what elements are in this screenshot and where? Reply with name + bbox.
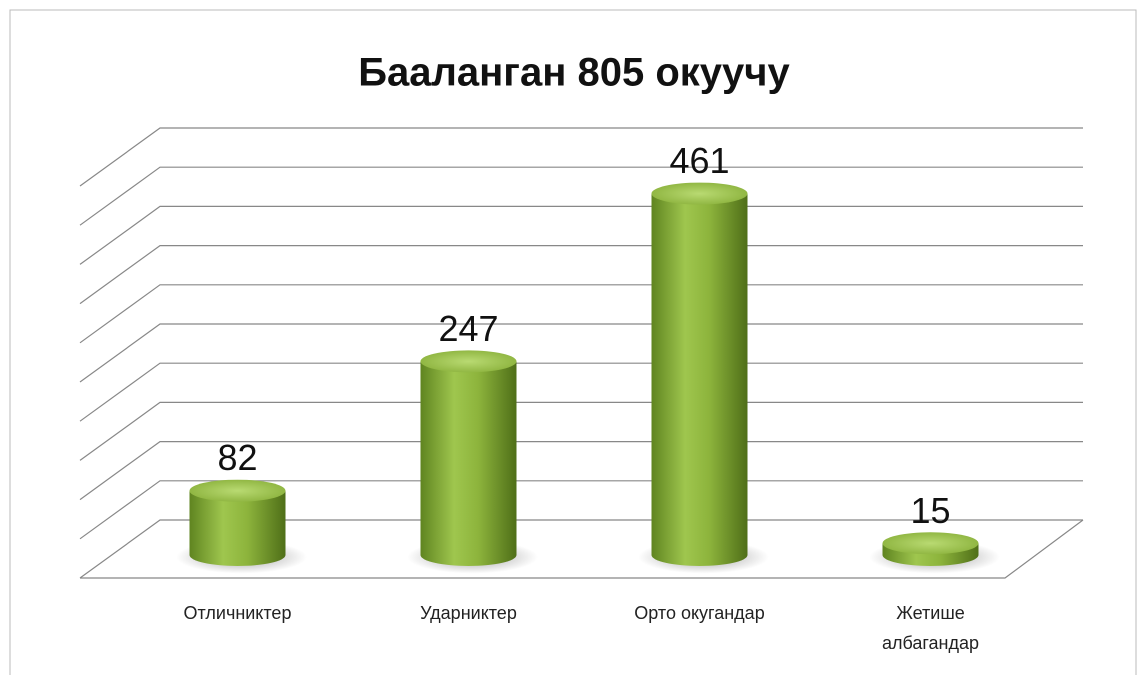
- value-label: 82: [217, 437, 257, 478]
- value-label: 461: [669, 140, 729, 181]
- grid-line: [79, 205, 1083, 265]
- grid-line: [79, 323, 1083, 383]
- bar-top: [189, 479, 286, 502]
- grid-line: [79, 401, 1083, 461]
- grid-line: [79, 166, 1083, 226]
- value-label: 15: [910, 490, 950, 531]
- bar: [189, 490, 286, 566]
- floor-front: [80, 519, 1084, 579]
- grid-line: [79, 441, 1083, 501]
- grid-line: [79, 245, 1083, 305]
- chart-border: [9, 9, 1137, 675]
- value-label: 247: [438, 308, 498, 349]
- bar-top: [651, 182, 748, 205]
- grid-line: [79, 519, 1083, 579]
- chart-title: Бааланган 805 окуучу: [358, 51, 790, 95]
- bar: [420, 361, 517, 566]
- grid-line: [79, 362, 1083, 422]
- x-tick-label: Ударниктер: [420, 603, 517, 623]
- grid-line: [79, 127, 1083, 187]
- grid-line: [79, 480, 1083, 540]
- bar: [651, 193, 748, 567]
- bar-top: [882, 532, 979, 555]
- x-tick-label: Отличниктер: [183, 603, 292, 623]
- bar-top: [420, 350, 517, 373]
- x-tick-label: Жетише албагандар: [881, 603, 980, 653]
- x-tick-label: Орто окугандар: [634, 603, 765, 623]
- grid-line: [79, 284, 1083, 344]
